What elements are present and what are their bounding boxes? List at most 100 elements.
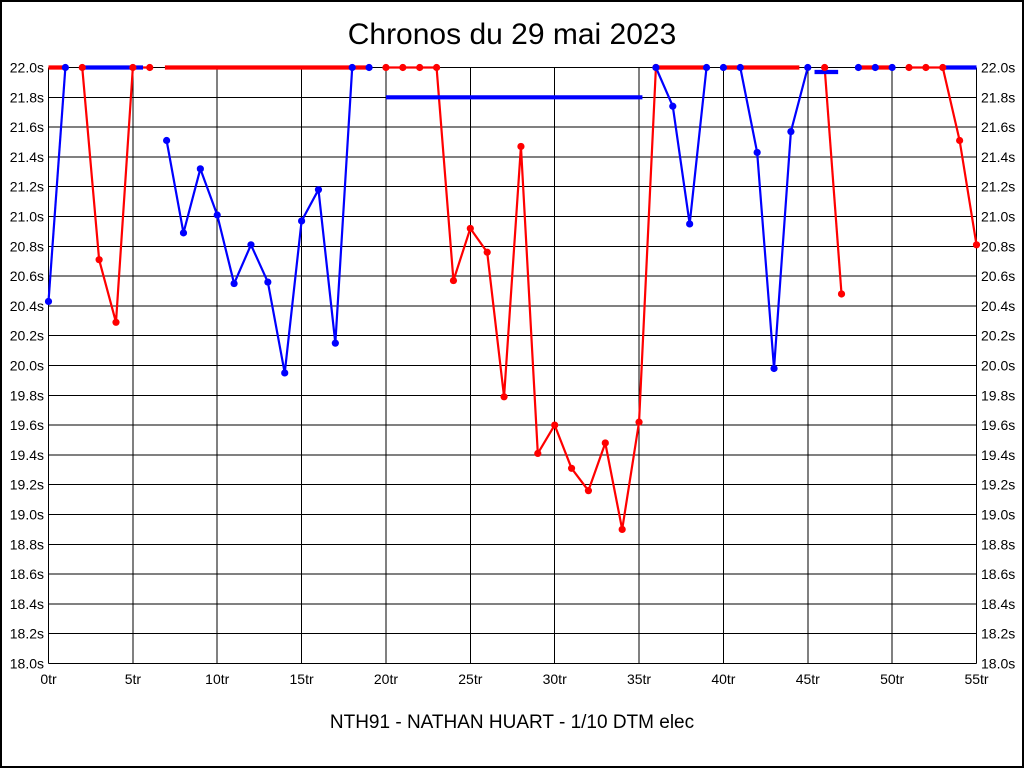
tick-label: 55tr <box>964 671 988 687</box>
data-point-blue <box>719 63 728 72</box>
tick-label: 20.4s <box>981 298 1015 314</box>
tick-label: 18.8s <box>10 536 44 552</box>
data-point-red <box>551 421 559 429</box>
data-point-blue <box>297 217 306 225</box>
data-point-red <box>956 136 964 145</box>
tick-label: 20.2s <box>981 328 1015 344</box>
tick-label: 18.4s <box>981 596 1015 612</box>
data-point-red <box>95 256 103 264</box>
tick-label: 22.0s <box>10 60 44 76</box>
data-point-blue <box>264 278 272 286</box>
gridlines <box>48 67 977 664</box>
data-point-red <box>78 63 86 72</box>
tick-label: 0tr <box>40 671 57 687</box>
data-point-red <box>972 241 981 249</box>
data-point-blue <box>179 229 188 237</box>
tick-label: 18.6s <box>981 566 1015 582</box>
tick-label: 25tr <box>458 671 482 687</box>
tick-label: 19.6s <box>10 417 44 433</box>
tick-label: 20.0s <box>981 358 1015 374</box>
tick-label: 21.8s <box>10 89 44 105</box>
data-point-blue <box>669 102 677 110</box>
tick-label: 18.4s <box>10 596 44 612</box>
data-point-blue <box>686 220 694 228</box>
tick-label: 20.6s <box>10 268 44 284</box>
tick-label: 21.8s <box>981 89 1015 105</box>
tick-label: 21.0s <box>10 209 44 225</box>
tick-label: 5tr <box>125 671 142 687</box>
data-point-blue <box>787 127 795 136</box>
data-point-red <box>449 276 458 285</box>
data-point-red <box>939 63 947 72</box>
tick-label: 19.0s <box>10 507 44 523</box>
tick-label: 20.0s <box>10 358 44 374</box>
data-point-blue <box>348 63 356 72</box>
tick-label: 30tr <box>543 671 567 687</box>
data-point-red <box>146 63 154 72</box>
data-point-blue <box>736 63 744 72</box>
tick-label: 19.2s <box>981 477 1015 493</box>
data-point-blue <box>770 364 778 373</box>
data-point-blue <box>61 63 69 72</box>
tick-label: 21.6s <box>10 119 44 135</box>
data-point-red <box>129 63 137 72</box>
data-point-red <box>432 63 441 72</box>
tick-label: 19.4s <box>981 447 1015 463</box>
tick-label: 19.0s <box>981 507 1015 523</box>
data-point-red <box>466 224 474 233</box>
data-point-red <box>483 248 491 256</box>
tick-label: 10tr <box>205 671 229 687</box>
tick-label: 20.4s <box>10 298 44 314</box>
tick-label: 19.2s <box>10 477 44 493</box>
tick-label: 21.2s <box>981 179 1015 195</box>
data-point-blue <box>281 369 289 377</box>
chart-subtitle: NTH91 - NATHAN HUART - 1/10 DTM elec <box>329 712 695 733</box>
data-point-blue <box>247 241 255 249</box>
tick-label: 18.2s <box>10 626 44 642</box>
tick-label: 19.8s <box>10 387 44 403</box>
axis-tick-labels: 22.0s 22.0s 21.8s 21.8s 21.6s 21.6s 21.4s 21.4s… <box>10 60 1016 688</box>
tick-label: 19.6s <box>981 417 1015 433</box>
tick-label: 18.8s <box>981 536 1015 552</box>
tick-label: 21.6s <box>981 119 1015 135</box>
tick-label: 21.4s <box>10 149 44 165</box>
series-red-markers <box>78 63 981 534</box>
data-point-red <box>618 525 626 534</box>
page-title: Chronos du 29 mai 2023 <box>347 18 677 51</box>
tick-label: 18.6s <box>10 566 44 582</box>
tick-label: 19.8s <box>981 387 1015 403</box>
tick-label: 20.8s <box>10 238 44 254</box>
data-point-red <box>905 63 913 72</box>
tick-label: 22.0s <box>981 60 1015 76</box>
data-point-blue <box>753 148 761 157</box>
tick-label: 19.4s <box>10 447 44 463</box>
series-blue-lines <box>47 65 977 375</box>
data-point-blue <box>702 63 711 72</box>
data-point-blue <box>854 63 862 72</box>
tick-label: 21.0s <box>981 209 1015 225</box>
tick-label: 20.6s <box>981 268 1015 284</box>
data-point-red <box>821 63 829 72</box>
data-point-blue <box>213 211 221 219</box>
data-point-red <box>635 418 643 426</box>
data-point-red <box>416 63 424 72</box>
data-point-red <box>399 63 407 72</box>
data-point-red <box>837 290 846 298</box>
data-point-blue <box>888 63 896 72</box>
data-point-red <box>584 487 593 495</box>
tick-label: 18.2s <box>981 626 1015 642</box>
data-point-red <box>112 318 120 326</box>
tick-label: 45tr <box>796 671 820 687</box>
data-point-blue <box>44 297 53 306</box>
tick-label: 21.2s <box>10 179 44 195</box>
tick-label: 15tr <box>290 671 314 687</box>
data-point-blue <box>230 279 238 288</box>
data-point-red <box>517 142 525 151</box>
data-point-red <box>534 449 542 458</box>
data-point-red <box>500 393 508 401</box>
tick-label: 20.8s <box>981 238 1015 254</box>
data-point-red <box>382 63 390 72</box>
tick-label: 20.2s <box>10 328 44 344</box>
